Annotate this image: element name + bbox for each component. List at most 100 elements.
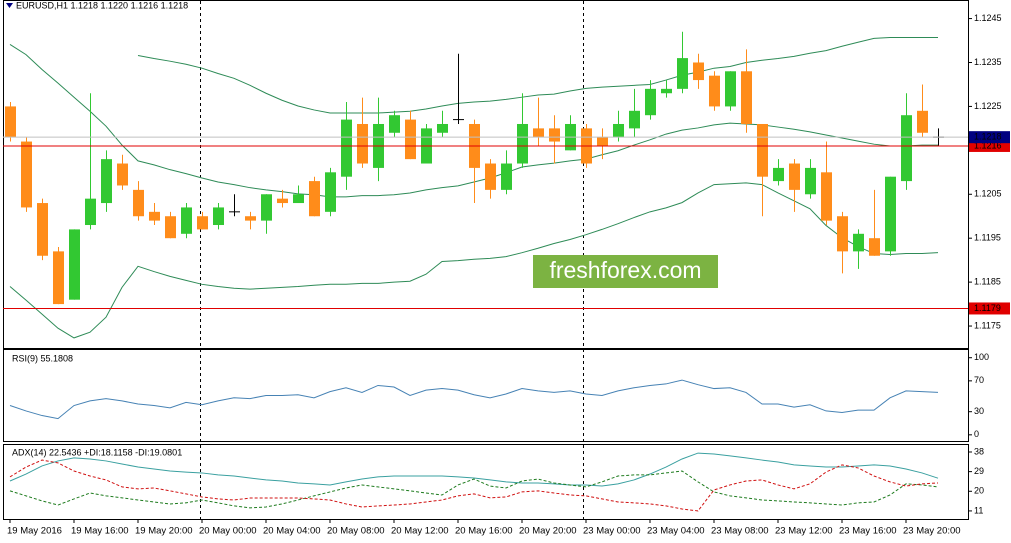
candle-body: [405, 119, 416, 160]
candle-body: [821, 172, 832, 221]
candle-body: [645, 88, 656, 116]
candle-body: [661, 88, 672, 94]
candle-body: [165, 216, 176, 239]
candle-body: [485, 163, 496, 190]
candle-body: [245, 216, 256, 221]
candle-body: [629, 110, 640, 129]
y-tick-label: 38: [974, 446, 984, 456]
indicator-line: [9, 379, 939, 420]
x-tick-label: 20 May 12:00: [391, 526, 449, 537]
level-label-box: [969, 302, 1010, 315]
candle-body: [869, 238, 880, 256]
candle-body: [181, 207, 192, 234]
y-tick-label: 29: [974, 466, 984, 476]
y-tick-label: 20: [974, 486, 984, 496]
main-panel-frame: [3, 0, 969, 349]
x-tick-label: 23 May 04:00: [647, 526, 705, 537]
candle-body: [885, 176, 896, 252]
candle-body: [21, 141, 32, 208]
bid-label-box: [969, 131, 1010, 144]
y-tick-label: 1.1235: [974, 57, 1002, 67]
y-tick-label: 1.1175: [974, 320, 1001, 330]
indicator-line: [9, 459, 939, 512]
y-tick-label: 1.1205: [974, 189, 1002, 199]
candle-body: [5, 106, 16, 138]
candle-body: [437, 123, 448, 133]
candle-body: [917, 110, 928, 133]
y-tick-label: 30: [974, 406, 984, 416]
candle-body: [309, 181, 320, 217]
candle-body: [709, 75, 720, 107]
candle-body: [357, 123, 368, 164]
rsi-panel-frame: [3, 349, 969, 442]
indicator-line: [9, 182, 939, 339]
candle-body: [197, 216, 208, 230]
candle-body: [341, 119, 352, 177]
x-tick-label: 23 May 16:00: [839, 526, 897, 537]
candle-body: [837, 216, 848, 252]
indicator-line: [9, 452, 939, 487]
candle-body: [853, 233, 864, 252]
x-tick-label: 23 May 12:00: [775, 526, 833, 537]
x-tick-label: 20 May 04:00: [263, 526, 321, 537]
symbol-icon: [6, 3, 13, 8]
candle-body: [789, 163, 800, 190]
y-tick-label: 1.1225: [974, 101, 1002, 111]
watermark: freshforex.com: [549, 257, 701, 283]
x-tick-label: 23 May 00:00: [583, 526, 641, 537]
candle-body: [213, 207, 224, 226]
candle-body: [533, 128, 544, 138]
x-tick-label: 20 May 08:00: [327, 526, 385, 537]
rsi-title: RSI(9) 55.1808: [12, 353, 73, 363]
candle-body: [693, 62, 704, 81]
candle-body: [805, 167, 816, 195]
candle-body: [133, 189, 144, 217]
candle-body: [773, 167, 784, 182]
x-tick-label: 20 May 00:00: [199, 526, 257, 537]
main-plot: [3, 31, 968, 339]
x-tick-label: 19 May 16:00: [71, 526, 129, 537]
candle-body: [85, 198, 96, 226]
y-tick-label: 100: [974, 352, 989, 362]
adx-panel-frame: [3, 444, 969, 520]
adx-title: ADX(14) 22.5436 +DI:18.1158 -DI:19.0801: [12, 447, 182, 457]
chart-title: EURUSD,H1 1.1218 1.1220 1.1216 1.1218: [16, 0, 188, 10]
x-tick-label: 19 May 20:00: [135, 526, 193, 537]
level-label: 1.1179: [974, 303, 1001, 313]
level-label: 1.1216: [974, 140, 1002, 150]
x-tick-label: 19 May 2016: [7, 526, 62, 537]
adx-plot: [9, 452, 939, 512]
indicator-line: [9, 470, 939, 509]
watermark-box: [533, 255, 718, 288]
candle-body: [325, 172, 336, 212]
candle-body: [549, 128, 560, 142]
candle-body: [597, 137, 608, 146]
x-tick-label: 23 May 20:00: [903, 526, 961, 537]
candle-body: [501, 163, 512, 190]
x-tick-label: 20 May 20:00: [519, 526, 577, 537]
bid-label: 1.1218: [974, 132, 1002, 142]
candle-body: [901, 115, 912, 182]
candle-body: [293, 194, 304, 204]
candle-body: [117, 163, 128, 186]
candle-body: [613, 123, 624, 138]
candle-body: [517, 123, 528, 164]
y-tick-label: 1.1185: [974, 276, 1001, 286]
x-tick-label: 23 May 08:00: [711, 526, 769, 537]
y-tick-label: 70: [974, 375, 984, 385]
candle-body: [37, 203, 48, 256]
candle-body: [261, 194, 272, 221]
candle-body: [741, 71, 752, 124]
y-tick-label: 1.1195: [974, 233, 1001, 243]
candle-body: [677, 58, 688, 89]
candle-body: [69, 229, 80, 300]
candle-body: [757, 123, 768, 177]
candle-body: [389, 115, 400, 133]
candle-body: [149, 211, 160, 221]
y-tick-label: 1.1245: [974, 13, 1002, 23]
candle-body: [53, 251, 64, 305]
y-tick-label: 11: [974, 505, 983, 515]
